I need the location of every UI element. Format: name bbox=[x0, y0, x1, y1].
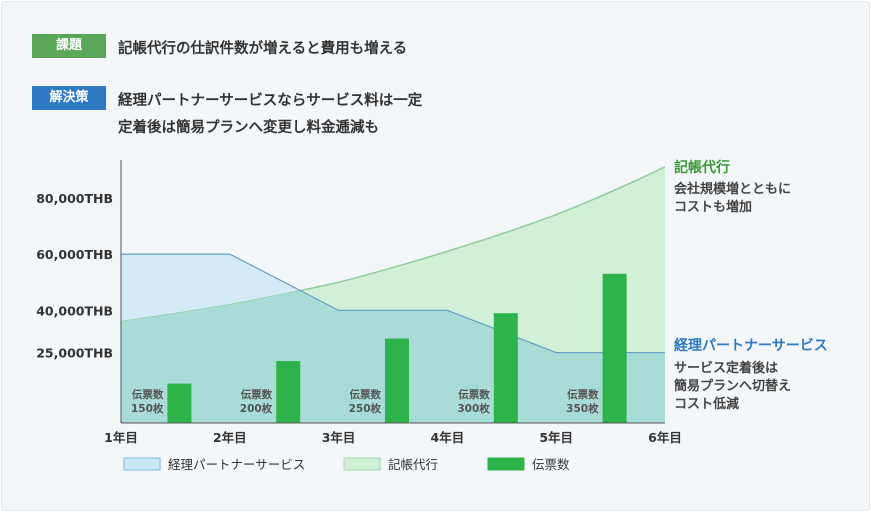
bookkeeping-annotation-line-1: 会社規模増とともに bbox=[674, 182, 792, 197]
bookkeeping-line bbox=[120, 166, 666, 323]
bar-slip-count bbox=[276, 361, 301, 423]
legend-swatch bbox=[487, 457, 525, 471]
legend-label: 伝票数 bbox=[532, 457, 570, 472]
bar-label: 150枚 bbox=[131, 402, 164, 415]
solution-line-1: 経理パートナーサービスならサービス料は一定 bbox=[118, 93, 423, 109]
legend-swatch bbox=[123, 457, 161, 471]
x-tick-label: 5年目 bbox=[539, 430, 573, 445]
partner-annotation-title: 経理パートナーサービス bbox=[674, 338, 828, 354]
legend-swatch bbox=[343, 457, 381, 471]
bar-label: 伝票数 bbox=[458, 388, 490, 401]
y-tick-label: 40,000THB bbox=[36, 303, 113, 318]
bookkeeping-annotation-line-2: コストも増加 bbox=[674, 200, 753, 215]
bar-label: 伝票数 bbox=[241, 388, 273, 401]
issue-badge: 課題 bbox=[32, 34, 106, 58]
bar-label: 350枚 bbox=[566, 402, 599, 415]
bar-label: 伝票数 bbox=[132, 388, 164, 401]
bar-slip-count bbox=[493, 313, 518, 423]
x-tick-label: 6年目 bbox=[648, 430, 682, 445]
bar-label: 伝票数 bbox=[350, 388, 382, 401]
bar-label: 300枚 bbox=[457, 402, 490, 415]
partner-edge bbox=[121, 253, 665, 354]
y-tick-label: 80,000THB bbox=[36, 191, 113, 206]
issue-text: 記帳代行の仕訳件数が増えると費用も増える bbox=[118, 41, 408, 57]
bar-slip-count bbox=[167, 383, 192, 423]
x-tick-label: 4年目 bbox=[431, 430, 465, 445]
legend-label: 記帳代行 bbox=[388, 457, 438, 472]
bar-label: 250枚 bbox=[349, 402, 382, 415]
bookkeeping-annotation-title: 記帳代行 bbox=[674, 160, 730, 176]
x-tick-label: 3年目 bbox=[322, 430, 356, 445]
partner-annotation-line-1: サービス定着後は bbox=[674, 361, 779, 376]
y-tick-label: 25,000THB bbox=[36, 346, 113, 361]
partner-annotation-line-2: 簡易プランへ切替え bbox=[674, 379, 792, 394]
partner-annotation-line-3: コスト低減 bbox=[674, 397, 740, 412]
bar-label: 200枚 bbox=[240, 402, 273, 415]
legend-label: 経理パートナーサービス bbox=[168, 457, 305, 472]
solution-line-2: 定着後は簡易プランへ変更し料金逓減も bbox=[118, 120, 379, 136]
x-tick-label: 1年目 bbox=[104, 430, 138, 445]
solution-badge: 解決策 bbox=[32, 86, 106, 110]
bar-label: 伝票数 bbox=[567, 388, 599, 401]
bar-slip-count bbox=[385, 338, 409, 423]
bar-slip-count bbox=[602, 273, 627, 423]
x-tick-label: 2年目 bbox=[213, 430, 247, 445]
y-tick-label: 60,000THB bbox=[36, 247, 113, 262]
